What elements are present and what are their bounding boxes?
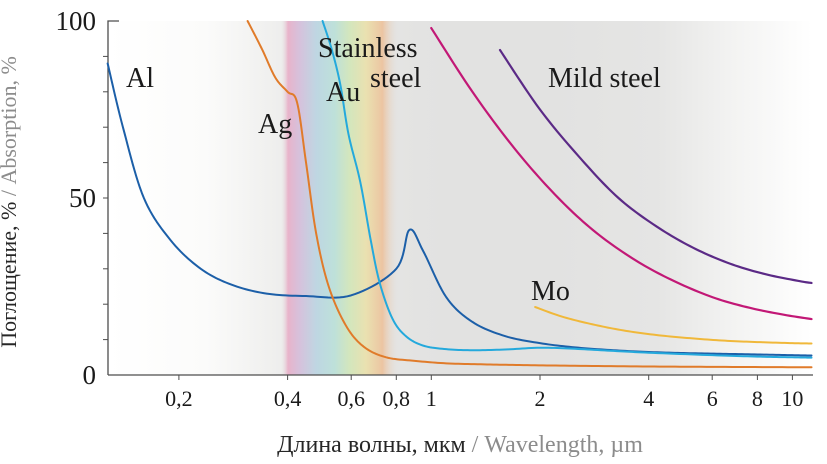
svg-text:Stainless: Stainless	[318, 33, 418, 64]
svg-text:0: 0	[83, 360, 97, 390]
svg-text:Длина волны, мкм / Wavelength,: Длина волны, мкм / Wavelength, µm	[277, 432, 643, 458]
svg-text:4: 4	[643, 386, 654, 411]
svg-text:0,8: 0,8	[383, 386, 411, 411]
svg-text:0,6: 0,6	[337, 386, 365, 411]
svg-text:Mild steel: Mild steel	[548, 63, 661, 94]
svg-text:Поглощение, % / Absorption, %: Поглощение, % / Absorption, %	[0, 56, 21, 348]
svg-text:1: 1	[426, 386, 437, 411]
svg-text:10: 10	[781, 386, 803, 411]
svg-text:steel: steel	[370, 63, 422, 94]
svg-text:50: 50	[69, 183, 96, 213]
svg-text:Mo: Mo	[531, 276, 570, 307]
svg-text:Au: Au	[326, 77, 360, 108]
svg-text:0,2: 0,2	[165, 386, 193, 411]
svg-text:6: 6	[707, 386, 718, 411]
svg-text:0,4: 0,4	[274, 386, 302, 411]
svg-text:8: 8	[752, 386, 763, 411]
svg-text:Ag: Ag	[258, 109, 292, 140]
svg-text:100: 100	[56, 6, 97, 36]
svg-text:2: 2	[535, 386, 546, 411]
svg-text:Al: Al	[126, 63, 154, 94]
